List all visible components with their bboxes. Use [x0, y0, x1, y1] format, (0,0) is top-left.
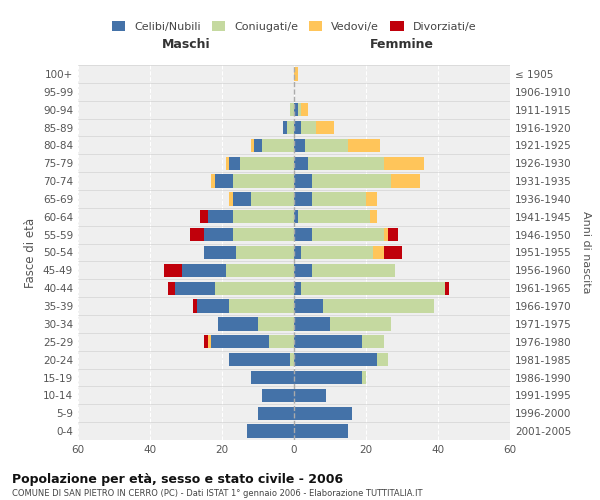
Bar [294, 264, 312, 277]
Bar [197, 300, 229, 313]
Bar [269, 335, 294, 348]
Bar [308, 156, 384, 170]
Bar [164, 264, 182, 277]
Bar [294, 300, 323, 313]
Bar [262, 388, 294, 402]
Bar [251, 138, 254, 152]
Bar [226, 156, 229, 170]
Bar [294, 67, 298, 80]
Bar [251, 371, 294, 384]
Bar [316, 121, 334, 134]
Bar [258, 406, 294, 420]
Y-axis label: Fasce di età: Fasce di età [25, 218, 37, 288]
Bar [301, 282, 445, 295]
Bar [294, 246, 301, 259]
Bar [391, 174, 420, 188]
Bar [215, 174, 233, 188]
Bar [294, 228, 312, 241]
Bar [312, 264, 395, 277]
Y-axis label: Anni di nascita: Anni di nascita [581, 211, 591, 294]
Bar [298, 210, 370, 224]
Bar [294, 317, 330, 330]
Bar [229, 353, 290, 366]
Bar [233, 228, 294, 241]
Bar [229, 156, 240, 170]
Bar [312, 174, 391, 188]
Bar [294, 335, 362, 348]
Bar [445, 282, 449, 295]
Bar [233, 174, 294, 188]
Bar [258, 317, 294, 330]
Bar [200, 210, 208, 224]
Bar [229, 300, 294, 313]
Bar [233, 192, 251, 205]
Bar [208, 210, 233, 224]
Bar [251, 192, 294, 205]
Bar [208, 335, 211, 348]
Bar [294, 103, 298, 117]
Bar [348, 138, 380, 152]
Bar [233, 210, 294, 224]
Bar [211, 335, 269, 348]
Bar [294, 121, 301, 134]
Bar [287, 121, 294, 134]
Bar [362, 371, 366, 384]
Bar [190, 228, 204, 241]
Bar [294, 192, 312, 205]
Bar [384, 246, 402, 259]
Bar [294, 424, 348, 438]
Bar [215, 282, 294, 295]
Bar [182, 264, 226, 277]
Bar [312, 192, 366, 205]
Bar [323, 300, 434, 313]
Bar [384, 228, 388, 241]
Bar [294, 156, 308, 170]
Bar [226, 264, 294, 277]
Bar [294, 388, 326, 402]
Bar [294, 282, 301, 295]
Bar [240, 156, 294, 170]
Text: Maschi: Maschi [161, 38, 211, 51]
Bar [218, 317, 258, 330]
Bar [294, 210, 298, 224]
Bar [366, 192, 377, 205]
Bar [298, 103, 301, 117]
Bar [168, 282, 175, 295]
Bar [211, 174, 215, 188]
Bar [283, 121, 287, 134]
Bar [377, 353, 388, 366]
Bar [305, 138, 348, 152]
Bar [373, 246, 384, 259]
Bar [254, 138, 262, 152]
Bar [229, 192, 233, 205]
Bar [294, 174, 312, 188]
Bar [290, 353, 294, 366]
Bar [370, 210, 377, 224]
Bar [294, 371, 362, 384]
Bar [204, 228, 233, 241]
Bar [312, 228, 384, 241]
Bar [204, 246, 236, 259]
Bar [384, 156, 424, 170]
Bar [330, 317, 391, 330]
Bar [362, 335, 384, 348]
Bar [294, 138, 305, 152]
Bar [294, 406, 352, 420]
Bar [301, 246, 373, 259]
Bar [294, 353, 377, 366]
Bar [388, 228, 398, 241]
Bar [301, 103, 308, 117]
Text: COMUNE DI SAN PIETRO IN CERRO (PC) - Dati ISTAT 1° gennaio 2006 - Elaborazione T: COMUNE DI SAN PIETRO IN CERRO (PC) - Dat… [12, 489, 422, 498]
Bar [290, 103, 294, 117]
Bar [262, 138, 294, 152]
Text: Femmine: Femmine [370, 38, 434, 51]
Bar [204, 335, 208, 348]
Text: Popolazione per età, sesso e stato civile - 2006: Popolazione per età, sesso e stato civil… [12, 472, 343, 486]
Bar [175, 282, 215, 295]
Legend: Celibi/Nubili, Coniugati/e, Vedovi/e, Divorziati/e: Celibi/Nubili, Coniugati/e, Vedovi/e, Di… [109, 18, 479, 36]
Bar [236, 246, 294, 259]
Bar [193, 300, 197, 313]
Bar [247, 424, 294, 438]
Bar [301, 121, 316, 134]
